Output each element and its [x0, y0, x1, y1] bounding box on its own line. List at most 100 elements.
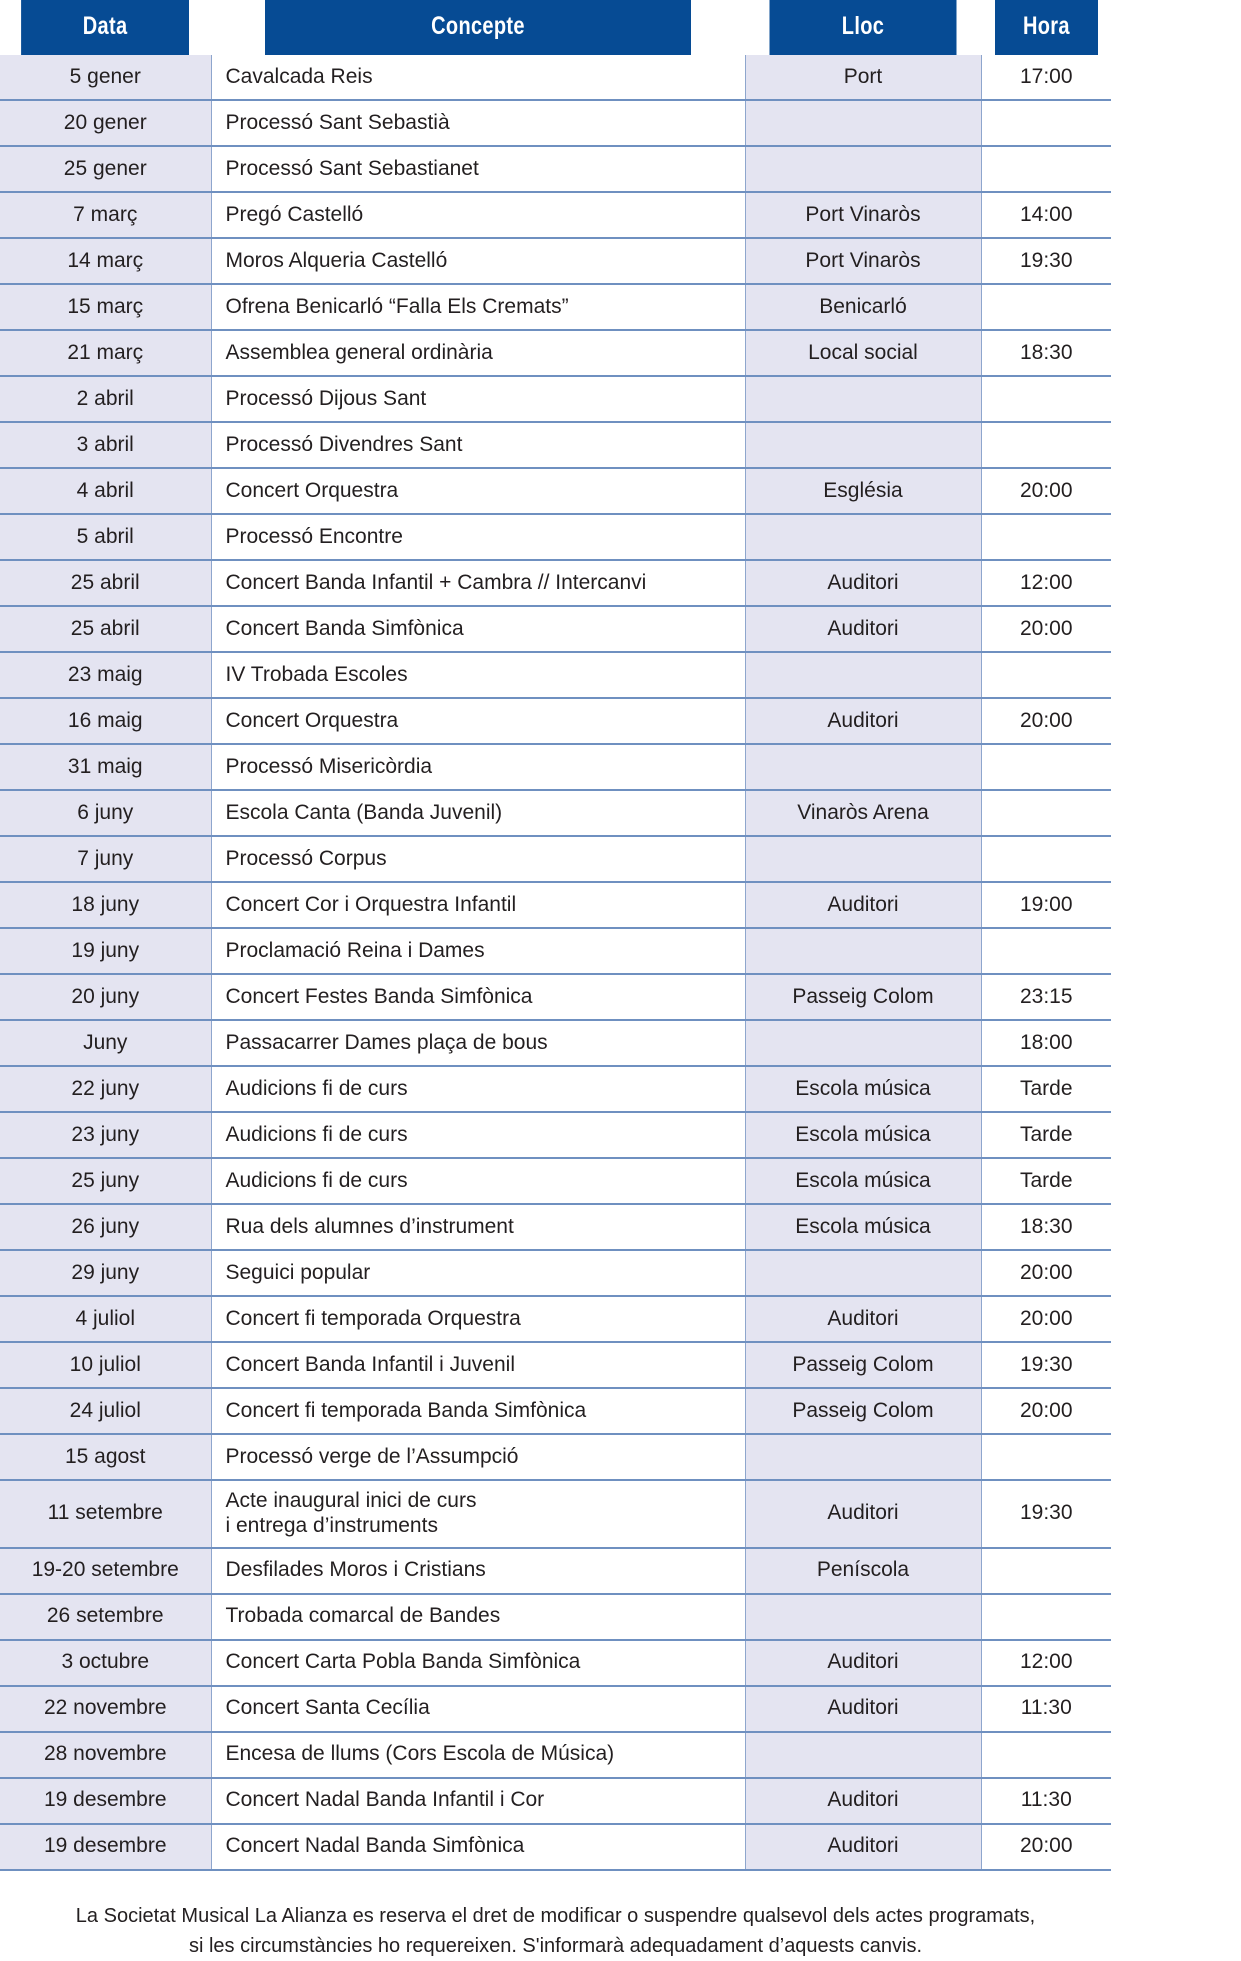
- table-row: Juny Passacarrer Dames plaça de bous 18:00: [0, 1019, 1111, 1066]
- cell-lloc: Passeig Colom: [745, 1387, 982, 1434]
- cell-concepte: Processó Dijous Sant: [211, 375, 746, 422]
- cell-lloc: [745, 1249, 982, 1296]
- cell-lloc: Local social: [745, 329, 982, 376]
- table-row: 19 desembre Concert Nadal Banda Simfònica…: [0, 1822, 1111, 1871]
- table-header: Data Concepte Lloc Hora: [0, 0, 1111, 55]
- cell-data: 19 desembre: [0, 1822, 212, 1871]
- cell-hora: 20:00: [981, 605, 1111, 652]
- cell-data: 25 abril: [0, 605, 212, 652]
- column-header-hora: Hora: [994, 0, 1098, 55]
- table-row: 20 juny Concert Festes Banda Simfònica Pas…: [0, 973, 1111, 1020]
- cell-lloc: Port Vinaròs: [745, 191, 982, 238]
- cell-concepte: Concert Banda Infantil i Juvenil: [211, 1341, 746, 1388]
- table-row: 21 març Assemblea general ordinària Local …: [0, 329, 1111, 376]
- table-row: 7 juny Processó Corpus: [0, 835, 1111, 882]
- cell-data: 22 novembre: [0, 1684, 212, 1732]
- cell-concepte: Assemblea general ordinària: [211, 329, 746, 376]
- cell-concepte: Concert Carta Pobla Banda Simfònica: [211, 1638, 746, 1686]
- cell-data: 20 gener: [0, 99, 212, 146]
- cell-concepte: Rua dels alumnes d’instrument: [211, 1203, 746, 1250]
- cell-hora: [981, 835, 1111, 882]
- table-row: 15 agost Processó verge de l’Assumpció: [0, 1433, 1111, 1480]
- cell-hora: [981, 375, 1111, 422]
- table-row: 14 març Moros Alqueria Castelló Port Vinar…: [0, 237, 1111, 284]
- cell-lloc: [745, 421, 982, 468]
- cell-concepte: Processó Misericòrdia: [211, 743, 746, 790]
- cell-hora: 20:00: [981, 1822, 1111, 1871]
- cell-hora: 17:00: [981, 55, 1111, 100]
- cell-lloc: Escola música: [745, 1111, 982, 1158]
- column-header-data: Data: [21, 0, 191, 55]
- cell-lloc: Auditori: [745, 1776, 982, 1824]
- cell-hora: 20:00: [981, 467, 1111, 514]
- cell-lloc: Passeig Colom: [745, 1341, 982, 1388]
- cell-concepte: Processó verge de l’Assumpció: [211, 1433, 746, 1480]
- cell-lloc: Auditori: [745, 881, 982, 928]
- cell-data: 26 juny: [0, 1203, 212, 1250]
- table-row: 18 juny Concert Cor i Orquestra Infantil A…: [0, 881, 1111, 928]
- cell-hora: 20:00: [981, 1295, 1111, 1342]
- table-row: 25 abril Concert Banda Simfònica Auditori 2…: [0, 605, 1111, 652]
- cell-data: 11 setembre: [0, 1479, 212, 1548]
- cell-data: 29 juny: [0, 1249, 212, 1296]
- cell-lloc: Peníscola: [745, 1546, 982, 1594]
- cell-hora: [981, 789, 1111, 836]
- cell-data: 25 abril: [0, 559, 212, 606]
- cell-lloc: Auditori: [745, 1479, 982, 1548]
- cell-hora: [981, 927, 1111, 974]
- cell-lloc: Església: [745, 467, 982, 514]
- cell-concepte: Seguici popular: [211, 1249, 746, 1296]
- table-row: 4 abril Concert Orquestra Església 20:00: [0, 467, 1111, 514]
- table-row: 6 juny Escola Canta (Banda Juvenil) Vinarò…: [0, 789, 1111, 836]
- table-row: 19 desembre Concert Nadal Banda Infantil …: [0, 1776, 1111, 1824]
- cell-concepte: Concert fi temporada Banda Simfònica: [211, 1387, 746, 1434]
- cell-lloc: [745, 743, 982, 790]
- cell-lloc: Auditori: [745, 1684, 982, 1732]
- cell-concepte: Ofrena Benicarló “Falla Els Cremats”: [211, 283, 746, 330]
- table-row: 3 octubre Concert Carta Pobla Banda Simfò…: [0, 1638, 1111, 1686]
- cell-concepte: Passacarrer Dames plaça de bous: [211, 1019, 746, 1066]
- cell-data: 19 juny: [0, 927, 212, 974]
- cell-data: 15 agost: [0, 1433, 212, 1480]
- cell-hora: [981, 1433, 1111, 1480]
- cell-concepte: Encesa de llums (Cors Escola de Música): [211, 1730, 746, 1778]
- cell-concepte: Moros Alqueria Castelló: [211, 237, 746, 284]
- cell-concepte: Cavalcada Reis: [211, 55, 746, 100]
- cell-hora: 18:30: [981, 1203, 1111, 1250]
- cell-lloc: Port: [745, 55, 982, 100]
- cell-lloc: [745, 375, 982, 422]
- cell-concepte: Concert Banda Infantil + Cambra // Inter…: [211, 559, 746, 606]
- cell-lloc: [745, 651, 982, 698]
- cell-concepte: Pregó Castelló: [211, 191, 746, 238]
- table-row: 28 novembre Encesa de llums (Cors Escola …: [0, 1730, 1111, 1778]
- table-row: 26 juny Rua dels alumnes d’instrument Esco…: [0, 1203, 1111, 1250]
- cell-data: 18 juny: [0, 881, 212, 928]
- cell-hora: 19:30: [981, 237, 1111, 284]
- table-row: 19 juny Proclamació Reina i Dames: [0, 927, 1111, 974]
- table-row: 23 maig IV Trobada Escoles: [0, 651, 1111, 698]
- cell-concepte: Concert Cor i Orquestra Infantil: [211, 881, 746, 928]
- cell-data: 24 juliol: [0, 1387, 212, 1434]
- cell-concepte: Processó Divendres Sant: [211, 421, 746, 468]
- cell-data: 4 abril: [0, 467, 212, 514]
- cell-hora: 20:00: [981, 697, 1111, 744]
- cell-lloc: [745, 1433, 982, 1480]
- cell-data: 28 novembre: [0, 1730, 212, 1778]
- cell-lloc: Auditori: [745, 605, 982, 652]
- cell-hora: [981, 1730, 1111, 1778]
- cell-concepte: Concert Festes Banda Simfònica: [211, 973, 746, 1020]
- table-row: 23 juny Audicions fi de curs Escola música…: [0, 1111, 1111, 1158]
- cell-lloc: Benicarló: [745, 283, 982, 330]
- table-row: 26 setembre Trobada comarcal de Bandes: [0, 1592, 1111, 1640]
- cell-data: 16 maig: [0, 697, 212, 744]
- cell-data: 14 març: [0, 237, 212, 284]
- cell-data: 31 maig: [0, 743, 212, 790]
- table-row: 19-20 setembre Desfilades Moros i Cristia…: [0, 1546, 1111, 1594]
- cell-lloc: Port Vinaròs: [745, 237, 982, 284]
- cell-data: 2 abril: [0, 375, 212, 422]
- cell-concepte: Concert fi temporada Orquestra: [211, 1295, 746, 1342]
- cell-data: 25 juny: [0, 1157, 212, 1204]
- cell-hora: 20:00: [981, 1387, 1111, 1434]
- cell-hora: 18:00: [981, 1019, 1111, 1066]
